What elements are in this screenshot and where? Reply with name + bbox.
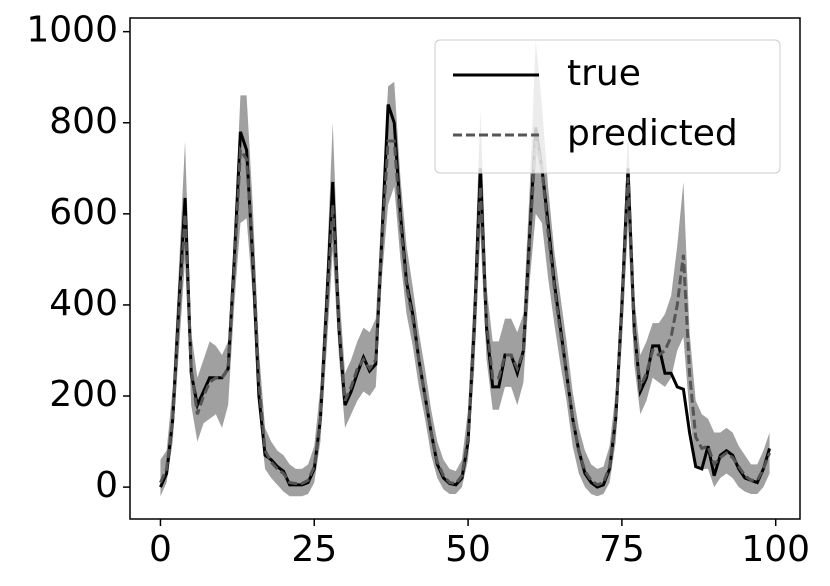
x-tick-label: 100: [741, 529, 810, 570]
y-tick-label: 0: [95, 465, 118, 506]
x-tick-label: 50: [445, 529, 491, 570]
legend-label: predicted: [567, 113, 738, 154]
y-tick-label: 1000: [26, 10, 118, 51]
line-1: [159, 139, 771, 487]
y-tick-label: 800: [49, 101, 118, 142]
y-tick-label: 200: [49, 374, 118, 415]
x-tick-label: 0: [149, 529, 172, 570]
legend-label: true: [567, 53, 641, 94]
plot-frame: [129, 17, 801, 520]
legend: true predicted: [434, 39, 781, 174]
x-tick-label: 75: [599, 529, 645, 570]
y-tick-label: 400: [49, 283, 118, 324]
x-tick-label: 25: [291, 529, 337, 570]
legend-box: [434, 39, 781, 174]
y-tick-label: 600: [49, 192, 118, 233]
